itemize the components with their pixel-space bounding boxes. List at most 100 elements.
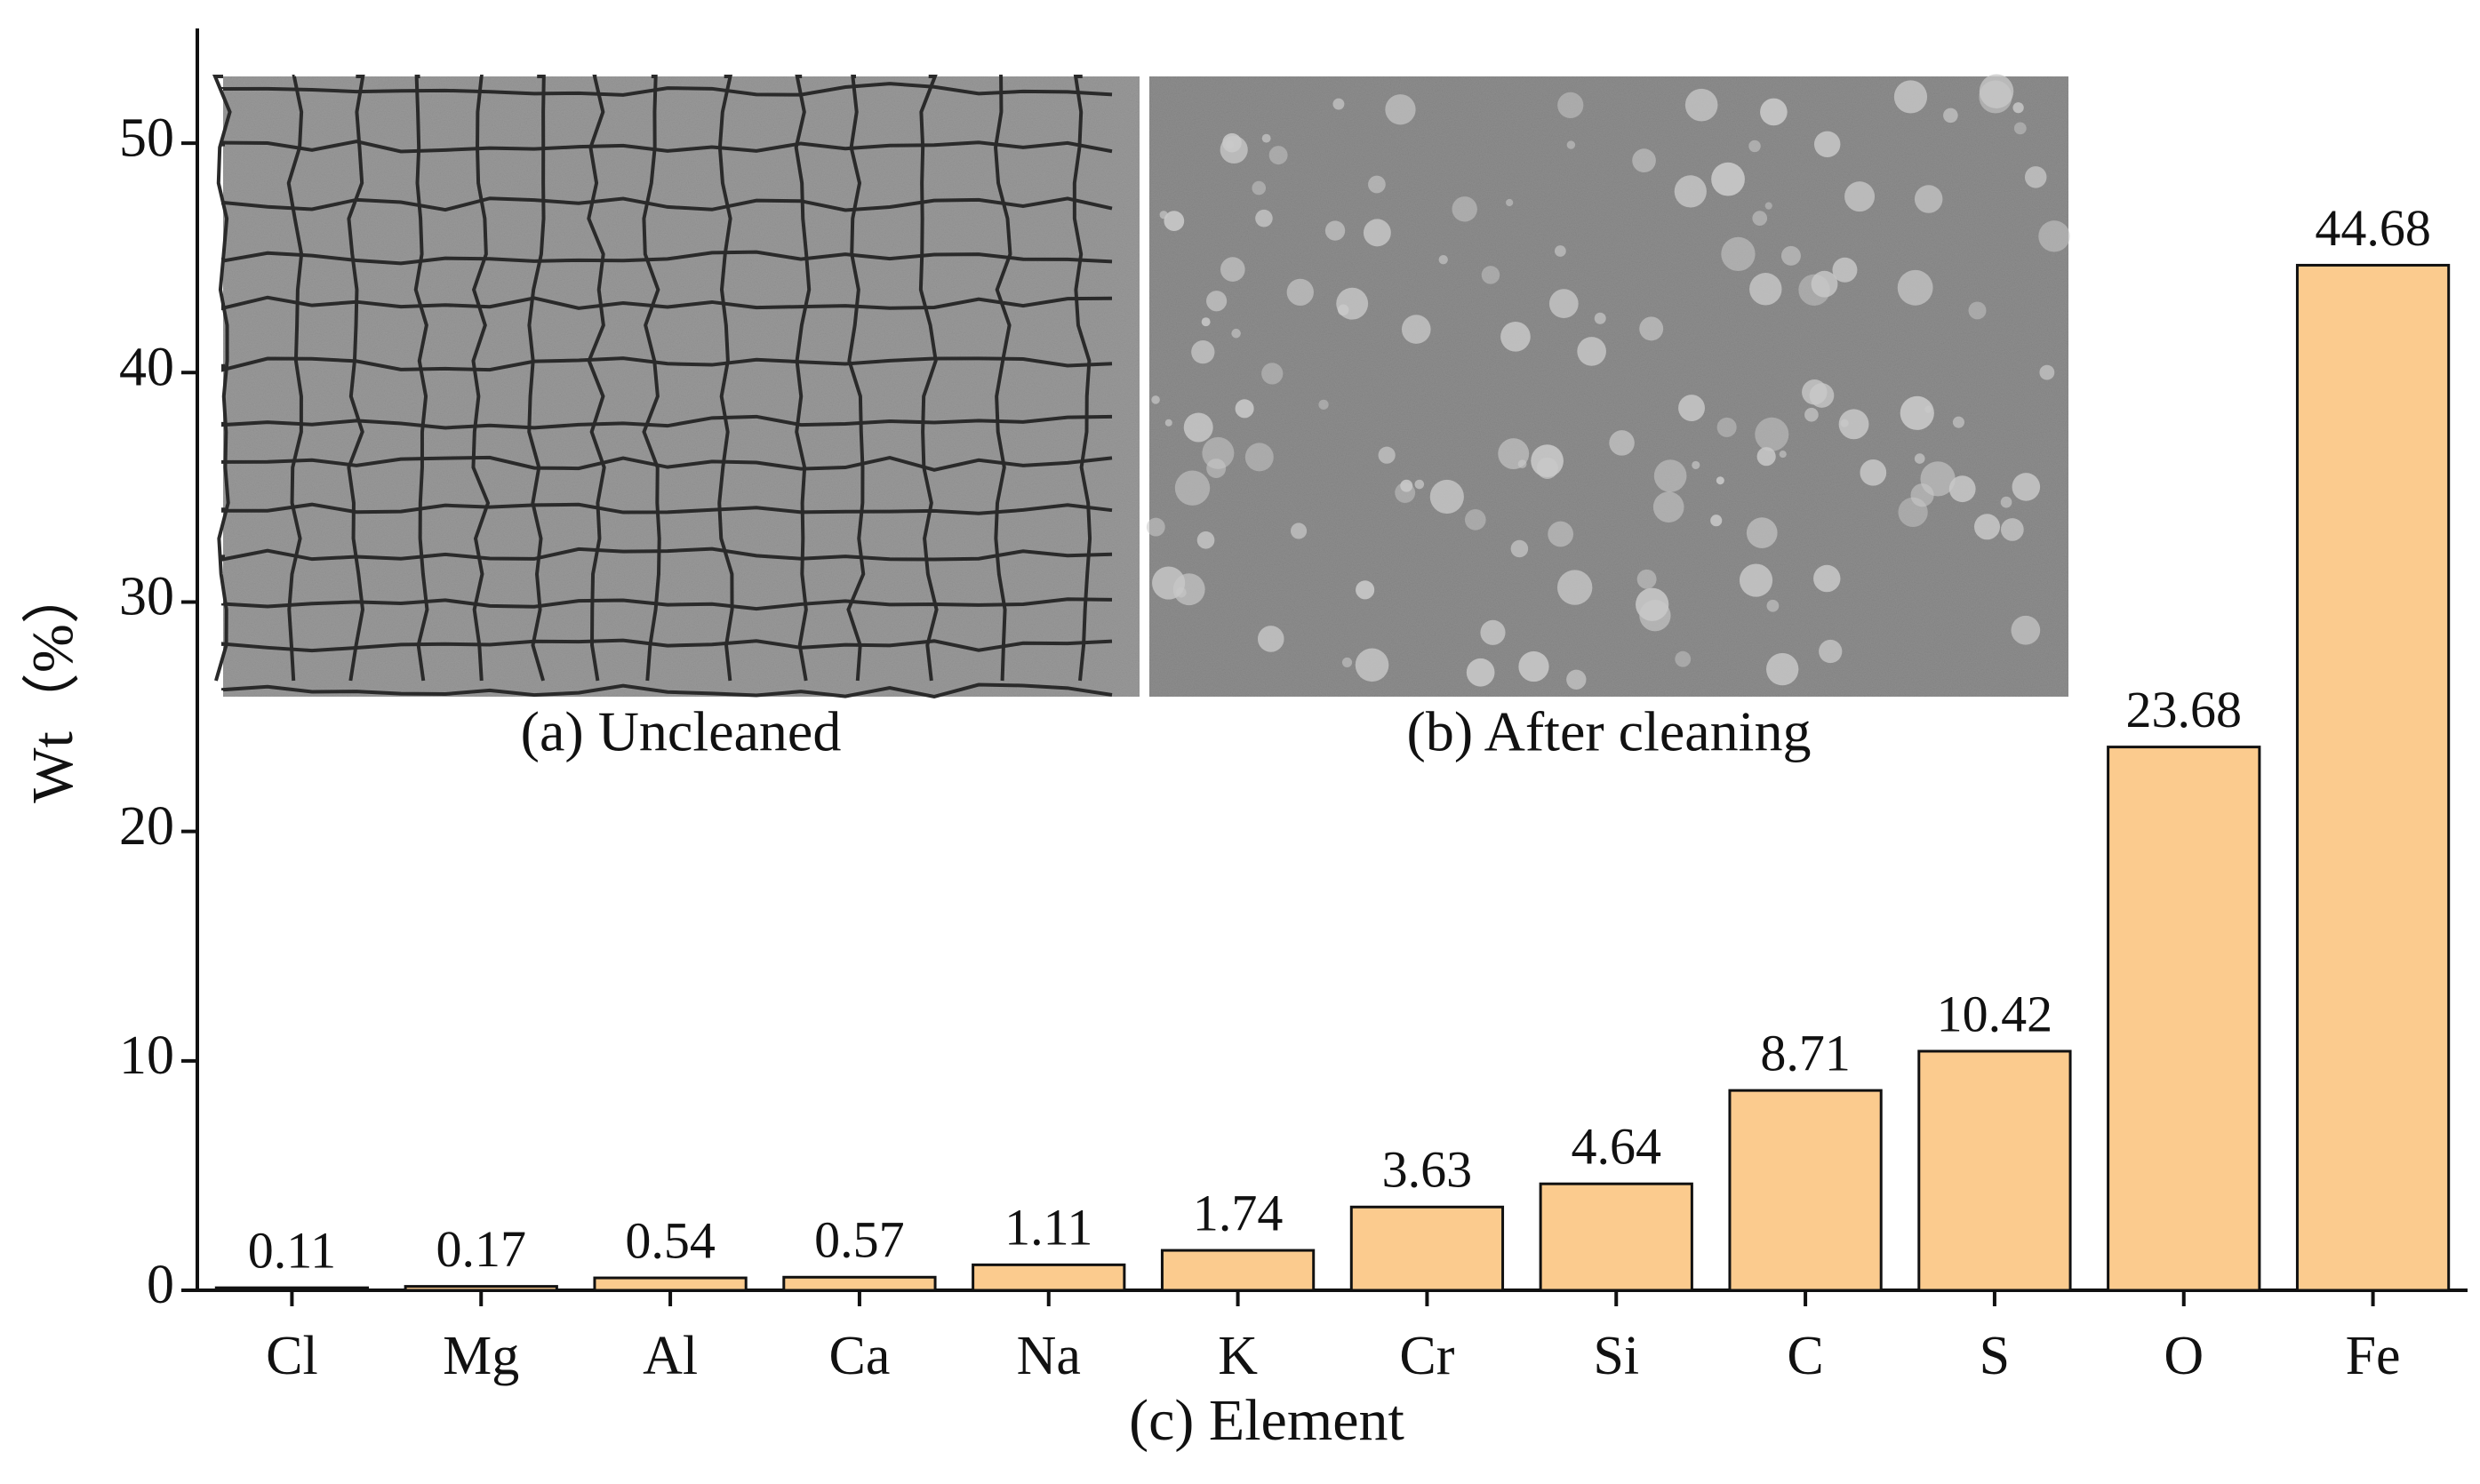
deposit <box>1920 461 1956 497</box>
deposit <box>1914 185 1943 213</box>
crack <box>221 82 1113 97</box>
deposit <box>1510 539 1529 558</box>
deposit <box>1779 450 1787 459</box>
deposit <box>1674 175 1707 208</box>
deposit <box>1324 220 1346 241</box>
deposit <box>1201 317 1211 327</box>
deposit <box>1164 211 1185 231</box>
deposit <box>1819 639 1843 664</box>
sem-image <box>1149 76 2068 697</box>
x-tick-label: S <box>1980 1326 2010 1386</box>
deposit <box>1636 587 1669 621</box>
bar <box>1917 1049 2072 1292</box>
deposit <box>1286 278 1314 306</box>
deposit <box>2024 166 2047 188</box>
x-tick-label: Na <box>1017 1326 1081 1386</box>
bar <box>404 1285 558 1292</box>
deposit <box>1756 447 1776 467</box>
y-tick-label: 20 <box>119 796 174 857</box>
deposit <box>1498 438 1530 470</box>
deposit <box>1652 491 1684 523</box>
bar <box>2295 263 2451 1292</box>
y-axis-title: Wt（%） <box>20 565 85 803</box>
deposit <box>1222 132 1242 153</box>
deposit <box>1973 514 2001 540</box>
x-tick-label: Mg <box>443 1326 519 1386</box>
crack <box>221 250 1113 266</box>
deposit <box>1832 257 1858 283</box>
bar <box>214 1286 370 1292</box>
value-label: 44.68 <box>2315 199 2431 257</box>
y-tick-label: 0 <box>147 1255 174 1315</box>
deposit <box>1368 175 1386 194</box>
deposit <box>1332 98 1345 110</box>
value-label: 1.11 <box>1004 1199 1092 1257</box>
deposit <box>2012 473 2041 501</box>
deposit <box>1755 417 1789 451</box>
deposit <box>1948 475 1976 503</box>
deposit <box>1400 479 1413 492</box>
deposit <box>1721 236 1756 272</box>
crack <box>221 682 1113 698</box>
deposit <box>1716 476 1724 485</box>
deposit <box>1466 658 1495 687</box>
deposit <box>1183 412 1213 443</box>
crack <box>221 196 1113 212</box>
deposit <box>1749 273 1782 306</box>
deposit <box>1813 564 1841 593</box>
deposit <box>1174 470 1211 506</box>
deposit <box>1164 419 1172 427</box>
value-label: 0.57 <box>814 1211 905 1269</box>
deposit <box>1556 570 1593 605</box>
deposit <box>2039 364 2055 380</box>
deposit <box>1363 219 1391 247</box>
deposit <box>1914 453 1925 464</box>
deposit <box>1464 509 1486 531</box>
x-tick-label: C <box>1787 1326 1823 1386</box>
deposit <box>1716 417 1737 437</box>
bar <box>1728 1089 1883 1292</box>
deposit <box>1900 395 1934 430</box>
deposit <box>1196 531 1215 549</box>
deposit <box>1548 289 1579 319</box>
x-tick-label: Ca <box>828 1326 890 1386</box>
bar <box>1349 1205 1505 1292</box>
value-label: 3.63 <box>1382 1141 1473 1199</box>
deposit <box>2000 518 2024 541</box>
crack <box>221 295 1113 311</box>
deposit <box>1566 669 1587 690</box>
deposit <box>1318 399 1329 410</box>
deposit <box>2012 102 2024 114</box>
x-tick-label: Al <box>643 1326 698 1386</box>
deposit <box>1766 652 1799 686</box>
deposit <box>1678 395 1706 422</box>
x-tick-label: O <box>2164 1326 2204 1386</box>
x-tick-label: Fe <box>2346 1326 2401 1386</box>
deposit <box>1639 316 1664 341</box>
deposit <box>1401 315 1431 344</box>
deposit <box>1802 379 1828 405</box>
value-label: 23.68 <box>2126 681 2243 738</box>
x-tick-label: K <box>1218 1326 1258 1386</box>
deposit <box>1414 479 1425 490</box>
deposit <box>1172 573 1205 606</box>
deposit <box>2013 122 2027 135</box>
x-axis-title: (c) Element <box>1129 1388 1404 1453</box>
x-tick-label: Cl <box>266 1326 318 1386</box>
x-tick-label: Cr <box>1399 1326 1454 1386</box>
deposit <box>1268 146 1288 165</box>
deposit <box>1191 340 1215 364</box>
crack <box>212 75 232 682</box>
crack <box>994 75 1012 682</box>
bar <box>1160 1249 1316 1292</box>
deposit <box>1255 209 1273 227</box>
deposit <box>1746 517 1778 548</box>
value-label: 0.54 <box>625 1211 716 1269</box>
deposit <box>1252 180 1267 195</box>
bar <box>972 1263 1126 1292</box>
value-label: 1.74 <box>1193 1184 1284 1241</box>
crack <box>221 140 1113 154</box>
value-label: 8.71 <box>1760 1024 1851 1081</box>
deposit <box>1838 409 1869 440</box>
y-tick-label: 40 <box>119 338 174 398</box>
